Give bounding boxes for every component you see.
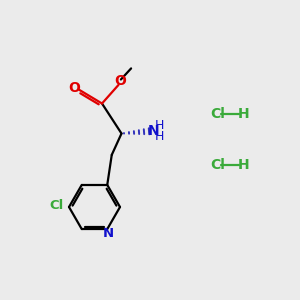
Text: O: O bbox=[68, 81, 80, 94]
Text: H: H bbox=[155, 130, 165, 143]
Text: H: H bbox=[238, 107, 249, 121]
Text: N: N bbox=[148, 124, 160, 138]
Text: Cl: Cl bbox=[49, 199, 64, 212]
Text: H: H bbox=[238, 158, 249, 172]
Text: Cl: Cl bbox=[210, 107, 225, 121]
Text: N: N bbox=[102, 227, 113, 240]
Text: O: O bbox=[114, 74, 126, 88]
Text: H: H bbox=[155, 119, 165, 132]
Text: Cl: Cl bbox=[210, 158, 225, 172]
